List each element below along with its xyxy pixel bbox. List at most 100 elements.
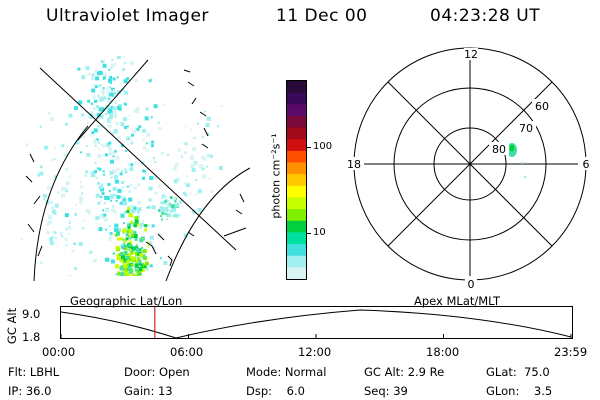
emission-pixel — [90, 134, 93, 137]
emission-pixel — [98, 84, 102, 88]
emission-pixel — [71, 249, 75, 253]
colorbar-tick-label-100: 100 — [313, 141, 333, 152]
time-label: 04:23:28 UT — [430, 6, 541, 26]
emission-pixel — [125, 233, 129, 237]
emission-pixel — [194, 162, 198, 166]
emission-pixel — [91, 73, 95, 77]
emission-pixel — [202, 156, 207, 161]
emission-pixel — [46, 224, 49, 227]
emission-pixel — [142, 176, 145, 180]
emission-pixel — [89, 114, 94, 119]
emission-pixel — [107, 86, 110, 89]
emission-pixel — [160, 151, 164, 155]
emission-pixel — [112, 169, 117, 174]
emission-pixel — [102, 209, 105, 212]
emission-pixel — [112, 111, 116, 115]
emission-pixel — [128, 229, 133, 234]
emission-pixel — [67, 232, 70, 235]
emission-pixel — [145, 107, 149, 111]
apex-caption: Apex MLat/MLT — [414, 294, 501, 308]
emission-pixel — [140, 268, 145, 272]
emission-pixel — [114, 150, 117, 153]
emission-pixel — [218, 166, 223, 170]
emission-pixel — [130, 230, 135, 234]
emission-pixel — [142, 169, 144, 172]
emission-pixel — [163, 261, 168, 265]
emission-pixel — [116, 231, 120, 236]
emission-pixel — [147, 241, 149, 244]
emission-pixel — [173, 179, 178, 184]
emission-pixel — [186, 175, 189, 178]
emission-pixel — [127, 232, 131, 236]
emission-pixel — [150, 116, 153, 119]
emission-pixel — [192, 147, 197, 152]
emission-pixel — [67, 285, 69, 287]
emission-pixel — [73, 267, 77, 271]
emission-pixel — [125, 275, 128, 276]
emission-pixel — [105, 228, 107, 231]
status-door: Door: Open — [124, 365, 190, 379]
emission-pixel — [39, 125, 42, 128]
emission-pixel — [52, 230, 57, 235]
emission-pixel — [143, 146, 147, 150]
emission-pixel — [127, 279, 129, 281]
emission-pixel — [178, 148, 181, 152]
emission-pixel — [122, 198, 127, 203]
emission-pixel — [206, 153, 211, 158]
emission-pixel — [126, 125, 129, 128]
colorbar-swatch — [287, 127, 306, 140]
emission-pixel — [122, 262, 125, 265]
emission-pixel — [48, 215, 52, 220]
emission-pixel — [100, 187, 104, 192]
emission-pixel — [132, 249, 134, 252]
emission-pixel — [133, 109, 137, 113]
emission-pixel — [208, 177, 211, 180]
emission-pixel — [109, 236, 113, 240]
time-tick-0600: 06:00 — [170, 345, 204, 359]
emission-pixel — [133, 231, 137, 235]
emission-pixel — [119, 201, 123, 205]
date-label: 11 Dec 00 — [276, 6, 368, 26]
colorbar-swatch — [287, 267, 306, 280]
colorbar-swatch — [287, 115, 306, 129]
emission-pixel — [110, 176, 113, 179]
emission-pixel — [94, 170, 98, 174]
polar-diagonal-2 — [387, 81, 553, 247]
emission-pixel — [125, 149, 127, 152]
emission-pixel — [120, 244, 125, 249]
time-tick-1200: 12:00 — [298, 345, 332, 359]
emission-pixel — [91, 102, 94, 105]
emission-pixel — [172, 208, 177, 212]
colorbar-swatch — [287, 150, 306, 164]
emission-pixel — [178, 214, 181, 217]
emission-pixel — [131, 276, 134, 279]
emission-pixel — [164, 195, 167, 198]
emission-pixel — [153, 246, 156, 249]
emission-pixel — [135, 254, 140, 259]
emission-pixel — [138, 267, 143, 272]
emission-pixel — [105, 257, 110, 262]
emission-pixel — [120, 181, 124, 185]
emission-pixel — [123, 196, 126, 199]
emission-pixel — [51, 235, 54, 238]
emission-pixel — [111, 58, 114, 61]
emission-pixel — [107, 124, 112, 129]
emission-pixel — [84, 174, 87, 177]
emission-pixel — [127, 282, 130, 285]
emission-pixel — [110, 106, 113, 109]
emission-pixel — [137, 207, 142, 212]
emission-pixel — [134, 161, 138, 165]
emission-pixel — [131, 233, 135, 237]
emission-pixel — [123, 250, 128, 255]
emission-pixel — [123, 62, 126, 65]
emission-pixel — [92, 258, 97, 263]
emission-pixel — [144, 261, 149, 266]
emission-pixel — [129, 167, 134, 172]
emission-pixel — [98, 167, 102, 171]
emission-pixel — [154, 191, 158, 195]
emission-pixel — [46, 221, 50, 225]
emission-pixel — [97, 71, 101, 76]
emission-pixel — [202, 174, 207, 179]
emission-pixel — [122, 238, 125, 241]
emission-pixel — [183, 182, 186, 185]
